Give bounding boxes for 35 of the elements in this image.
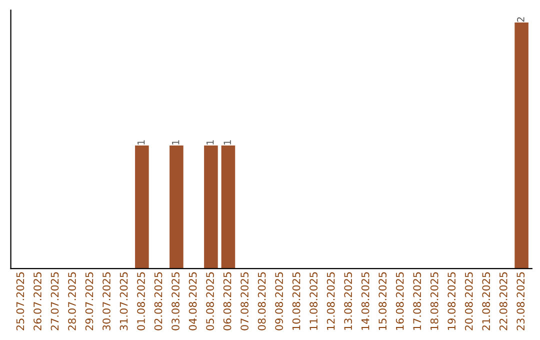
x-tick-label: 20.08.2025	[464, 272, 473, 330]
x-tick-label: 13.08.2025	[344, 272, 352, 330]
x-tick-label: 18.08.2025	[430, 272, 438, 330]
x-tick-label: 19.08.2025	[448, 272, 456, 330]
x-tick-label: 02.08.2025	[154, 272, 162, 330]
x-tick-label: 30.07.2025	[102, 272, 110, 330]
x-tick-label: 26.07.2025	[34, 272, 42, 330]
x-tick-label: 14.08.2025	[361, 272, 370, 330]
x-tick-label: 28.07.2025	[68, 272, 76, 330]
x-tick-label: 16.08.2025	[396, 272, 404, 330]
x-tick-label: 23.08.2025	[516, 272, 525, 330]
x-tick-label: 11.08.2025	[310, 272, 318, 330]
x-tick-label: 04.08.2025	[188, 272, 197, 330]
data-label: 2	[517, 17, 524, 22]
x-tick-label: 27.07.2025	[50, 272, 59, 330]
data-label: 1	[138, 140, 145, 144]
x-tick-label: 08.08.2025	[258, 272, 266, 330]
data-label: 1	[206, 140, 214, 144]
x-tick-label: 10.08.2025	[292, 272, 300, 330]
data-label: 1	[224, 140, 231, 144]
x-tick-label: 25.07.2025	[16, 272, 24, 330]
x-tick-label: 22.08.2025	[499, 272, 508, 330]
x-tick-label: 12.08.2025	[326, 272, 335, 330]
x-tick-label: 15.08.2025	[378, 272, 387, 330]
x-tick-label: 17.08.2025	[413, 272, 422, 330]
x-tick-label: 03.08.2025	[172, 272, 180, 330]
x-tick-label: 29.07.2025	[85, 272, 94, 330]
x-tick-label: 06.08.2025	[223, 272, 232, 330]
data-label: 1	[172, 140, 180, 144]
x-tick-label: 09.08.2025	[275, 272, 283, 330]
x-tick-label: 01.08.2025	[137, 272, 145, 330]
x-tick-label: 31.07.2025	[120, 272, 128, 330]
x-tick-label: 07.08.2025	[240, 272, 248, 330]
x-tick-label: 21.08.2025	[482, 272, 490, 330]
x-tick-label: 05.08.2025	[206, 272, 214, 330]
